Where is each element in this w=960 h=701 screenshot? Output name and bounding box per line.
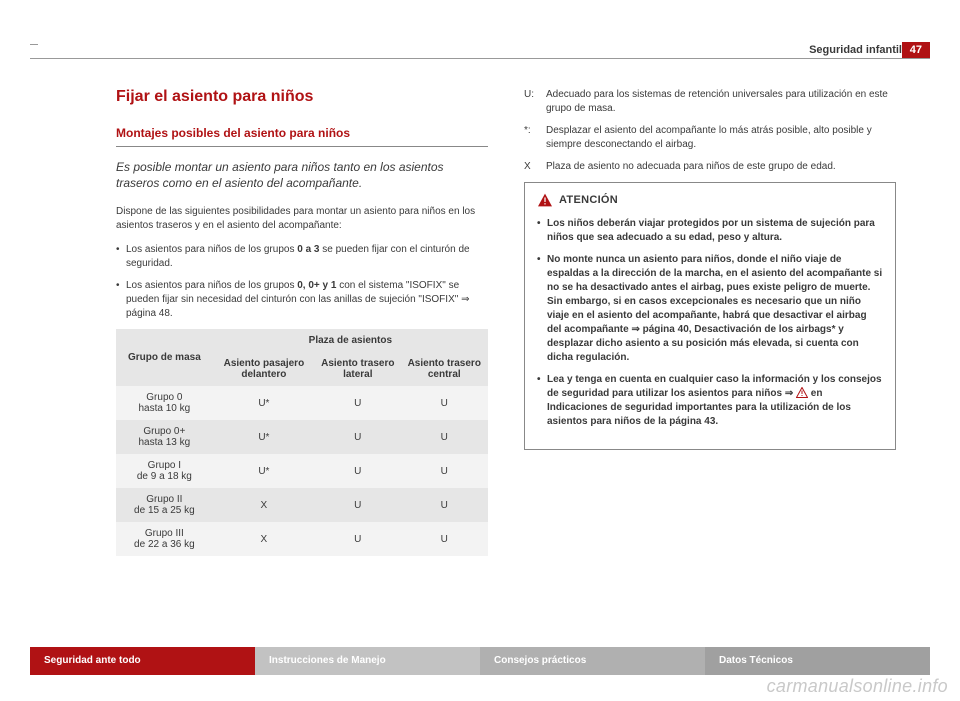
table-row: Grupo IIIde 22 a 36 kg X U U xyxy=(116,522,488,556)
col-header-group: Grupo de masa xyxy=(116,329,213,386)
table-body: Grupo 0hasta 10 kg U* U U Grupo 0+hasta … xyxy=(116,386,488,556)
warning-head: ATENCIÓN xyxy=(537,193,883,207)
nav-tab-techdata[interactable]: Datos Técnicos xyxy=(705,647,930,675)
crop-tick xyxy=(30,44,38,45)
legend-text: Plaza de asiento no adecuada para niños … xyxy=(546,160,896,174)
cell: U xyxy=(401,522,488,556)
bullet-text: Los asientos para niños de los grupos xyxy=(126,244,297,255)
legend-text: Desplazar el asiento del acompañante lo … xyxy=(546,124,896,152)
bullet-item: Los asientos para niños de los grupos 0,… xyxy=(116,279,488,321)
warning-bullet: Lea y tenga en cuenta en cualquier caso … xyxy=(537,373,883,429)
cell-group: Grupo IIde 15 a 25 kg xyxy=(116,488,213,522)
warning-bullet: Los niños deberán viajar protegidos por … xyxy=(537,217,883,245)
legend-text: Adecuado para los sistemas de retención … xyxy=(546,88,896,116)
top-rule xyxy=(30,58,930,59)
watermark: carmanualsonline.info xyxy=(767,676,948,697)
legend-item: *: Desplazar el asiento del acompañante … xyxy=(524,124,896,152)
cell: U xyxy=(401,488,488,522)
column-right: U: Adecuado para los sistemas de retenci… xyxy=(524,88,896,621)
running-head: Seguridad infantil xyxy=(809,42,902,58)
legend-key: X xyxy=(524,160,546,174)
cell-group: Grupo IIIde 22 a 36 kg xyxy=(116,522,213,556)
content-columns: Fijar el asiento para niños Montajes pos… xyxy=(116,88,896,621)
cell-group: Grupo Ide 9 a 18 kg xyxy=(116,454,213,488)
cell: U xyxy=(315,488,400,522)
cell: X xyxy=(213,522,315,556)
cell: U xyxy=(401,386,488,420)
warning-ref-icon xyxy=(796,387,808,398)
heading-1: Fijar el asiento para niños xyxy=(116,88,488,106)
warning-icon xyxy=(537,193,553,207)
table-row: Grupo 0hasta 10 kg U* U U xyxy=(116,386,488,420)
seat-table: Grupo de masa Plaza de asientos Asiento … xyxy=(116,329,488,556)
page: Seguridad infantil 47 Fijar el asiento p… xyxy=(0,0,960,701)
table-row: Grupo de masa Plaza de asientos xyxy=(116,329,488,352)
cell-group: Grupo 0+hasta 13 kg xyxy=(116,420,213,454)
warning-text: Lea y tenga en cuenta en cualquier caso … xyxy=(547,374,882,399)
cell: U xyxy=(315,522,400,556)
paragraph: Dispone de las siguientes posibilidades … xyxy=(116,205,488,233)
legend-item: U: Adecuado para los sistemas de retenci… xyxy=(524,88,896,116)
cell: U* xyxy=(213,454,315,488)
page-number-tab: 47 xyxy=(902,42,930,58)
legend-item: X Plaza de asiento no adecuada para niño… xyxy=(524,160,896,174)
cell: U xyxy=(401,454,488,488)
cell: U xyxy=(315,454,400,488)
table-row: Grupo 0+hasta 13 kg U* U U xyxy=(116,420,488,454)
cell: U xyxy=(315,386,400,420)
cell: U xyxy=(401,420,488,454)
cell: U xyxy=(315,420,400,454)
warning-title: ATENCIÓN xyxy=(559,194,618,206)
col-header: Asiento trasero lateral xyxy=(315,352,400,386)
legend-key: U: xyxy=(524,88,546,116)
heading-rule xyxy=(116,146,488,147)
intro-paragraph: Es posible montar un asiento para niños … xyxy=(116,159,488,191)
warning-box: ATENCIÓN Los niños deberán viajar proteg… xyxy=(524,182,896,450)
col-header-span: Plaza de asientos xyxy=(213,329,488,352)
heading-2: Montajes posibles del asiento para niños xyxy=(116,126,488,140)
bullet-text: Los asientos para niños de los grupos xyxy=(126,280,297,291)
bullet-item: Los asientos para niños de los grupos 0 … xyxy=(116,243,488,271)
legend-key: *: xyxy=(524,124,546,152)
bottom-nav: Seguridad ante todo Instrucciones de Man… xyxy=(30,647,930,675)
cell-group: Grupo 0hasta 10 kg xyxy=(116,386,213,420)
col-header: Asiento trasero central xyxy=(401,352,488,386)
cell: X xyxy=(213,488,315,522)
column-left: Fijar el asiento para niños Montajes pos… xyxy=(116,88,488,621)
nav-tab-safety[interactable]: Seguridad ante todo xyxy=(30,647,255,675)
warning-bullet: No monte nunca un asiento para niños, do… xyxy=(537,253,883,365)
col-header: Asiento pasajero delantero xyxy=(213,352,315,386)
cell: U* xyxy=(213,420,315,454)
bullet-bold: 0, 0+ y 1 xyxy=(297,280,336,291)
table-head: Grupo de masa Plaza de asientos Asiento … xyxy=(116,329,488,386)
cell: U* xyxy=(213,386,315,420)
nav-tab-instructions[interactable]: Instrucciones de Manejo xyxy=(255,647,480,675)
bullet-bold: 0 a 3 xyxy=(297,244,319,255)
table-row: Grupo Ide 9 a 18 kg U* U U xyxy=(116,454,488,488)
table-row: Grupo IIde 15 a 25 kg X U U xyxy=(116,488,488,522)
nav-tab-tips[interactable]: Consejos prácticos xyxy=(480,647,705,675)
